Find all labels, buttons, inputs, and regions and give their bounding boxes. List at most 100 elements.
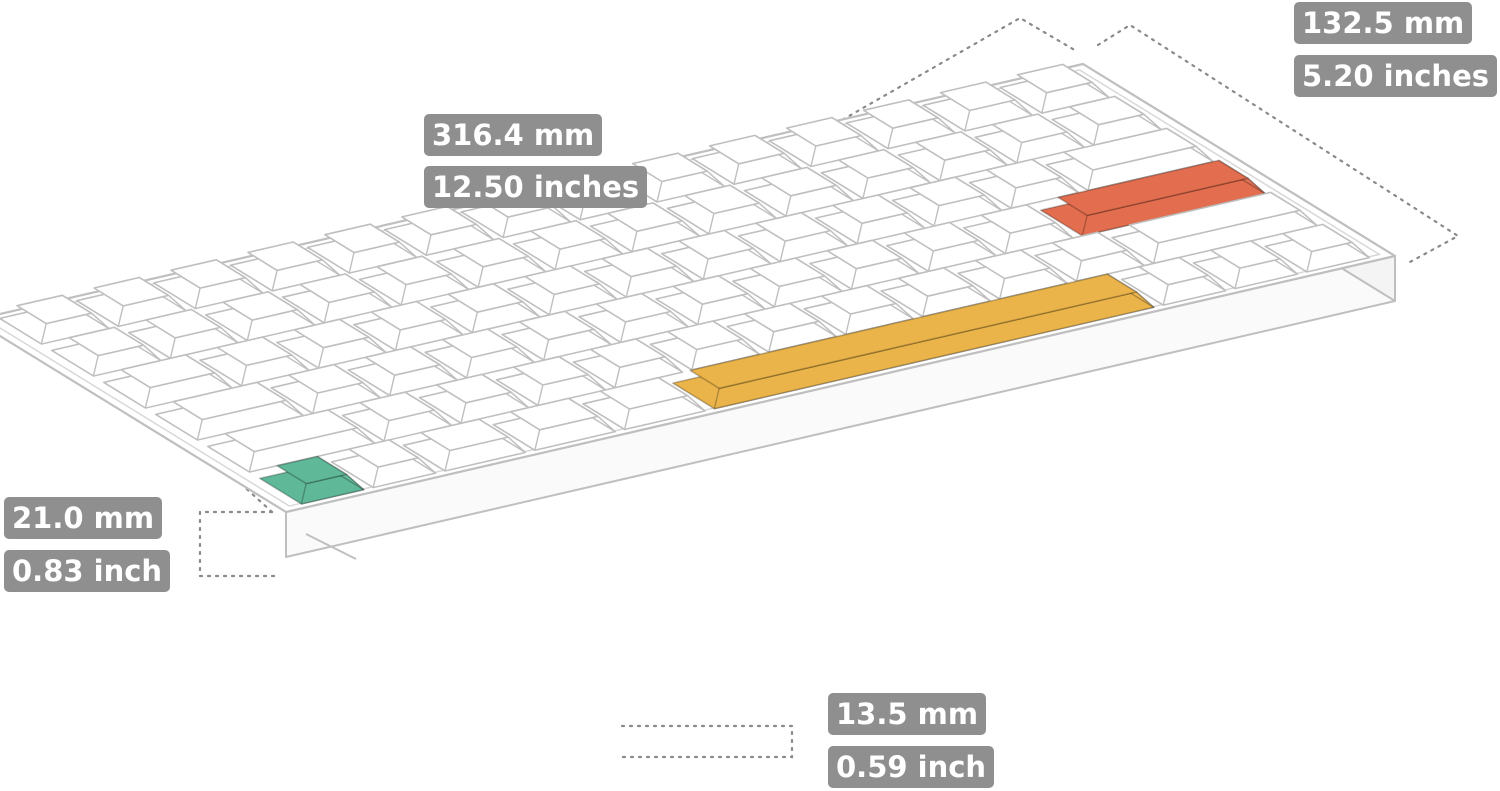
- keycap: [495, 355, 607, 407]
- keycap-top: [453, 237, 530, 268]
- keycap: [429, 282, 541, 334]
- keycap-top: [287, 363, 364, 394]
- keycap: [155, 381, 305, 441]
- keycap-top: [358, 391, 436, 422]
- dimension-lines: [198, 16, 1461, 759]
- keycap-top: [276, 455, 348, 485]
- keycap-top: [837, 148, 914, 179]
- keycap-top: [441, 328, 518, 359]
- keycap-top: [529, 219, 607, 250]
- keycap: [660, 229, 772, 281]
- keycap-top: [1128, 191, 1301, 244]
- keycap-top: [991, 113, 1068, 144]
- keycap: [922, 81, 1034, 132]
- keycap-top: [376, 255, 453, 286]
- keycap: [199, 336, 310, 387]
- keycap-top: [939, 81, 1016, 112]
- keycap-top: [348, 439, 420, 468]
- keycap: [897, 131, 1009, 182]
- height-front-dimension-line: [198, 510, 282, 578]
- keycap-top: [93, 276, 170, 307]
- keycap: [383, 205, 495, 256]
- keycap-top: [980, 204, 1057, 234]
- keycap-top: [222, 290, 299, 321]
- keycap-top: [903, 221, 980, 252]
- keycap-top: [785, 116, 862, 147]
- front-led-strip: [305, 533, 357, 560]
- keycap: [358, 255, 470, 306]
- keycap-top: [524, 265, 601, 296]
- length-inches-label: 12.50 inches: [424, 166, 648, 208]
- esc-key: [258, 455, 365, 505]
- keycap: [880, 266, 992, 318]
- keycap: [353, 300, 464, 352]
- keycap-top: [324, 223, 401, 254]
- keycap-top: [589, 338, 666, 369]
- keycaps: [0, 63, 1370, 505]
- keycap-top: [447, 282, 524, 314]
- keycap-top: [743, 302, 820, 333]
- depth-mm-label: 132.5 mm: [1294, 2, 1473, 44]
- keycap-top: [897, 266, 974, 298]
- keycap-top: [216, 336, 293, 367]
- keycap: [501, 310, 612, 361]
- keycap-top: [512, 355, 589, 386]
- keycap-top: [606, 202, 684, 233]
- keycap-top: [419, 418, 509, 452]
- keycap-top: [914, 131, 991, 161]
- keycap: [726, 302, 838, 353]
- keycap-top: [678, 229, 755, 260]
- keycap: [281, 273, 393, 324]
- keycap-top: [672, 274, 749, 306]
- keycap-top: [1063, 127, 1197, 171]
- keycap-top: [247, 241, 324, 272]
- keycap: [968, 158, 1080, 209]
- keycap: [127, 308, 239, 360]
- keycap: [743, 166, 855, 217]
- keycap: [999, 63, 1110, 114]
- keycap: [229, 241, 341, 292]
- keycap-top: [832, 194, 909, 225]
- keycap-top: [1281, 223, 1353, 253]
- keycap: [1045, 127, 1214, 192]
- keycap-top: [909, 176, 986, 207]
- keycap: [1264, 223, 1370, 273]
- keycap-top: [224, 409, 359, 453]
- keycap: [655, 274, 766, 326]
- keycap-top: [120, 353, 216, 389]
- keycap: [649, 320, 761, 371]
- keycap-top: [1138, 256, 1209, 286]
- keycap: [582, 376, 706, 431]
- keycap-top: [370, 300, 447, 331]
- keycap-top: [68, 326, 145, 357]
- keycap-top: [299, 273, 376, 304]
- keycap-top: [170, 258, 247, 289]
- keycap-top: [862, 99, 939, 129]
- keycap-top: [16, 294, 93, 325]
- height-back-dimension-line: [620, 724, 794, 759]
- keycap-top: [145, 308, 222, 339]
- keycap: [424, 328, 536, 379]
- keycap: [957, 249, 1068, 300]
- height-back-mm-label: 13.5 mm: [828, 693, 987, 735]
- keycap: [103, 353, 233, 409]
- keycap-top: [1057, 159, 1249, 217]
- keycap-top: [708, 134, 785, 165]
- keycap-top: [599, 376, 689, 410]
- keycap: [207, 409, 376, 473]
- keycap: [809, 239, 920, 290]
- keycap-top: [1210, 240, 1281, 269]
- keycap: [152, 258, 264, 310]
- space-bar: [671, 273, 1155, 410]
- keycap-top: [683, 184, 760, 215]
- keycap: [803, 284, 915, 336]
- depth-dimension-line: [1096, 23, 1461, 264]
- keycap: [1111, 191, 1318, 265]
- keycap: [962, 204, 1074, 255]
- keycap: [666, 184, 778, 235]
- keycap-top: [293, 318, 370, 349]
- keycap: [589, 202, 701, 253]
- length-mm-label: 316.4 mm: [424, 114, 603, 156]
- keycap: [737, 211, 849, 263]
